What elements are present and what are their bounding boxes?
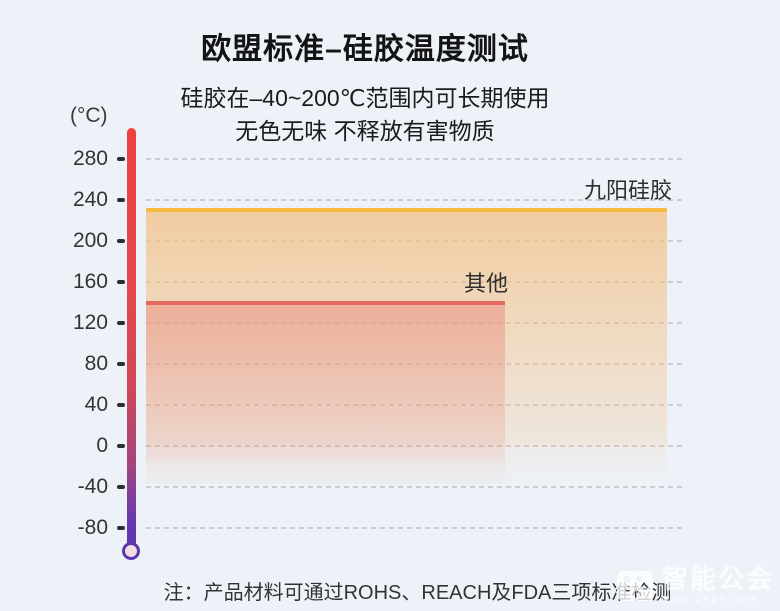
y-tick-mark-160 [117,280,125,284]
thermometer-bar [127,128,136,547]
y-tick-label-160: 160 [72,270,108,293]
series-label-joyoung: 九阳硅胶 [583,178,672,204]
series-label-other: 其他 [463,270,508,296]
gridline--40 [146,486,682,488]
area-other-silicone [146,300,505,484]
thermometer-bulb-icon [122,542,140,560]
y-axis-unit-label: (°C) [70,104,108,127]
y-tick-mark-200 [117,239,125,243]
y-tick-mark--80 [117,526,125,530]
watermark-brand: 智能公会 [661,564,774,594]
y-tick-mark-0 [117,444,125,448]
y-tick-mark-240 [117,198,125,202]
footnote: 注：产品材料可通过ROHS、REACH及FDA三项标准检测 [163,582,672,604]
gamepad-icon [616,570,653,601]
gridline--80 [146,527,682,529]
gridline-240 [146,199,682,201]
gridline-280 [146,158,682,160]
y-tick-label-120: 120 [72,311,108,334]
watermark: 智能公会 www.zngh.com [614,566,774,605]
y-tick-label-80: 80 [84,352,108,375]
y-tick-mark-80 [117,362,125,366]
y-tick-label-40: 40 [84,393,108,416]
y-tick-mark-120 [117,321,125,325]
y-tick-label-0: 0 [96,434,108,457]
y-tick-label--80: -80 [77,516,108,539]
watermark-text: 智能公会 www.zngh.com [662,566,774,605]
y-tick-mark-40 [117,403,125,407]
y-tick-label-200: 200 [72,229,108,252]
y-tick-label--40: -40 [77,475,108,498]
y-tick-mark-280 [117,157,125,161]
header: 欧盟标准–硅胶温度测试 硅胶在–40~200℃范围内可长期使用 无色无味 不释放… [0,0,730,148]
page-title: 欧盟标准–硅胶温度测试 [201,33,529,66]
watermark-url: www.zngh.com [661,594,760,605]
y-tick-mark--40 [117,485,125,489]
subtitle-line-2: 无色无味 不释放有害物质 [235,118,495,144]
y-tick-label-280: 280 [72,147,108,170]
y-tick-label-240: 240 [72,188,108,211]
subtitle-line-1: 硅胶在–40~200℃范围内可长期使用 [180,85,550,111]
